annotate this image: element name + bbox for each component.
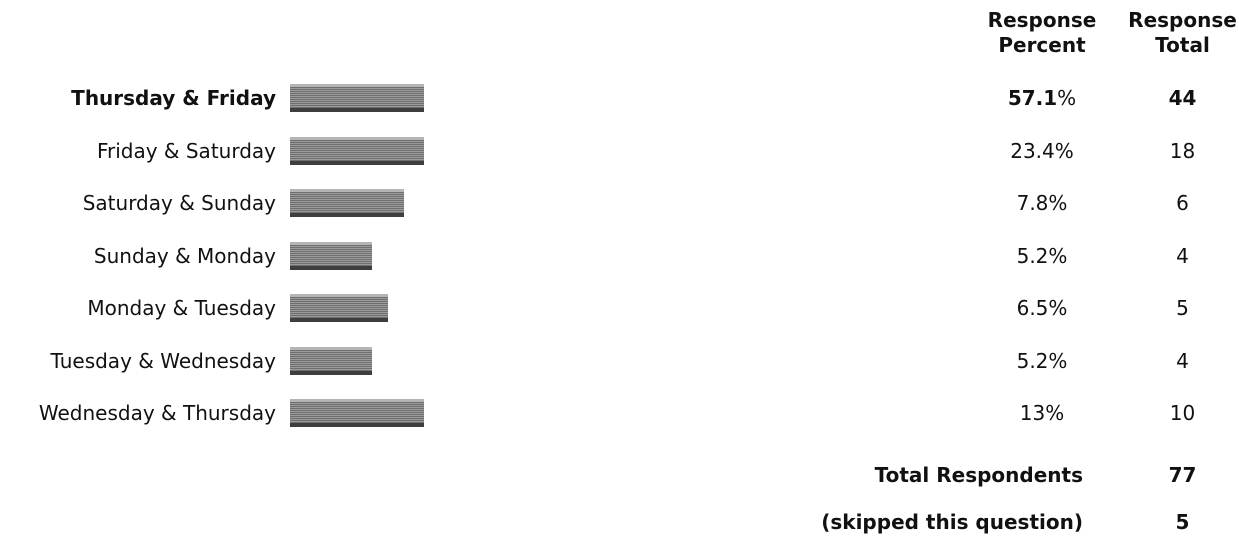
response-row: Tuesday & Wednesday 5.2% 4 <box>0 334 1239 388</box>
response-bar <box>290 241 372 270</box>
skipped-label: (skipped this question) <box>821 510 1083 534</box>
percent-label: 13% <box>1019 401 1065 425</box>
header-response-total: Response Total <box>1125 8 1239 58</box>
percent-label: 5.2% <box>1016 243 1068 268</box>
percent-label: 5.2% <box>1016 348 1068 373</box>
header-response-percent-line1: Response <box>987 8 1097 32</box>
percent-label: 57.1% <box>1007 86 1077 110</box>
header-response-percent: Response Percent <box>962 8 1122 58</box>
total-respondents-label: Total Respondents <box>874 463 1083 487</box>
total-respondents-value: 77 <box>1168 463 1197 487</box>
total-label: 4 <box>1176 243 1189 268</box>
bar-track <box>290 399 424 427</box>
total-label: 6 <box>1176 191 1189 215</box>
response-bar <box>290 136 424 165</box>
category-label: Monday & Tuesday <box>87 296 276 320</box>
header-response-total-line1: Response <box>1128 8 1237 32</box>
bar-track <box>290 136 424 165</box>
category-label: Tuesday & Wednesday <box>50 348 276 373</box>
total-label: 18 <box>1169 138 1196 163</box>
skipped-row: (skipped this question) 5 <box>0 495 1239 549</box>
response-bar <box>290 294 388 322</box>
category-label: Friday & Saturday <box>96 138 276 163</box>
response-bar <box>290 84 424 112</box>
category-label: Thursday & Friday <box>71 86 276 110</box>
category-label: Wednesday & Thursday <box>38 401 276 425</box>
header-response-percent-line2: Percent <box>998 33 1086 57</box>
percent-label: 7.8% <box>1016 191 1068 215</box>
total-label: 5 <box>1176 296 1189 320</box>
response-row: Friday & Saturday 23.4% 18 <box>0 124 1239 178</box>
bar-track <box>290 346 424 375</box>
bar-track <box>290 294 424 322</box>
response-bar <box>290 399 424 427</box>
bar-track <box>290 189 424 217</box>
total-label: 44 <box>1168 86 1197 110</box>
bar-track <box>290 241 424 270</box>
skipped-value: 5 <box>1175 510 1190 534</box>
response-bar <box>290 346 372 375</box>
header-response-total-line2: Total <box>1155 33 1210 57</box>
total-label: 4 <box>1176 348 1189 373</box>
response-bar <box>290 189 404 217</box>
category-label: Saturday & Sunday <box>82 191 276 215</box>
response-row: Thursday & Friday 57.1% 44 <box>0 71 1239 125</box>
response-row: Wednesday & Thursday 13% 10 <box>0 386 1239 440</box>
response-row: Sunday & Monday 5.2% 4 <box>0 229 1239 283</box>
response-row: Saturday & Sunday 7.8% 6 <box>0 176 1239 230</box>
percent-label: 6.5% <box>1016 296 1068 320</box>
bar-track <box>290 84 424 112</box>
total-label: 10 <box>1169 401 1196 425</box>
response-row: Monday & Tuesday 6.5% 5 <box>0 281 1239 335</box>
percent-label: 23.4% <box>1010 138 1074 163</box>
total-respondents-row: Total Respondents 77 <box>0 448 1239 502</box>
category-label: Sunday & Monday <box>93 243 276 268</box>
